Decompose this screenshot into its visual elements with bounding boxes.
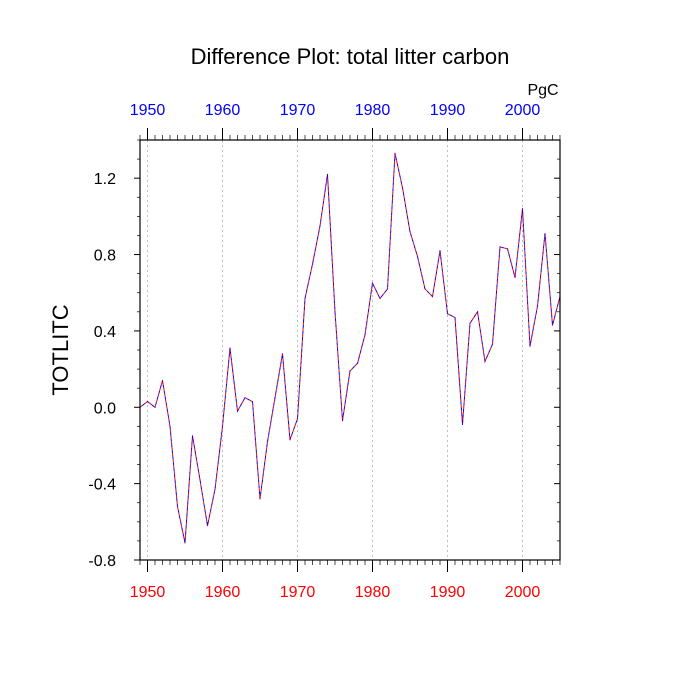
data-point	[454, 316, 456, 319]
data-point	[521, 208, 524, 210]
data-point	[484, 360, 486, 363]
data-point	[154, 406, 156, 408]
x-tick-label-bottom: 2000	[505, 584, 541, 601]
data-point	[251, 400, 254, 403]
x-tick-label-top: 1970	[280, 102, 316, 119]
data-point	[364, 334, 366, 336]
data-point	[266, 441, 269, 443]
y-tick-label: -0.8	[88, 553, 116, 570]
data-point	[304, 297, 306, 300]
y-tick-label: 0.0	[94, 400, 116, 417]
x-tick-label-top: 1950	[130, 102, 166, 119]
data-point	[529, 345, 531, 347]
data-point	[371, 282, 374, 284]
y-tick-label: 1.2	[94, 171, 116, 188]
data-point	[326, 173, 329, 175]
y-tick-label: 0.8	[94, 248, 116, 265]
data-point	[161, 379, 164, 382]
x-tick-label-bottom: 1960	[205, 584, 241, 601]
data-point	[439, 250, 441, 252]
data-point	[424, 288, 426, 290]
x-tick-label-top: 1960	[205, 102, 241, 119]
data-point	[544, 232, 546, 235]
data-point	[311, 263, 314, 265]
data-point	[394, 152, 396, 154]
data-point	[386, 288, 389, 290]
data-point	[259, 498, 261, 500]
plot-frame	[139, 139, 561, 561]
x-tick-label-bottom: 1980	[355, 584, 391, 601]
data-point	[229, 347, 231, 349]
data-point	[191, 435, 194, 437]
tick-labels: 1950 1950 1960 1960 1970 1970 1980 1980 1990 1990…	[88, 102, 540, 601]
data-point	[334, 311, 336, 313]
data-point	[461, 423, 464, 426]
data-point	[551, 324, 554, 326]
data-point	[491, 343, 494, 345]
data-point	[184, 542, 186, 544]
x-tick-label-top: 1980	[355, 102, 391, 119]
data-point	[431, 295, 434, 298]
data-point	[176, 505, 179, 508]
data-point	[506, 248, 509, 250]
data-point	[221, 425, 224, 427]
chart-title: Difference Plot: total litter carbon	[191, 44, 510, 69]
data-point	[274, 397, 276, 399]
data-point	[214, 488, 216, 490]
grid-lines	[147, 140, 523, 560]
data-point	[469, 322, 471, 324]
units-label: PgC	[527, 82, 558, 99]
data-point	[236, 410, 239, 412]
x-tick-label-bottom: 1990	[430, 584, 466, 601]
x-tick-label-top: 2000	[505, 102, 541, 119]
data-point	[289, 439, 291, 441]
data-point	[409, 231, 411, 233]
data-point	[499, 246, 501, 248]
series-line-difference-a	[139, 153, 561, 543]
y-tick-label: 0.4	[94, 324, 116, 341]
data-point	[146, 400, 149, 403]
data-point	[401, 187, 404, 189]
data-point	[476, 311, 479, 313]
data-point	[536, 305, 539, 307]
x-tick-label-bottom: 1970	[280, 584, 316, 601]
series-line-difference-b	[139, 153, 561, 543]
x-tick-label-top: 1990	[430, 102, 466, 119]
data-point	[244, 397, 246, 399]
y-axis-label: TOTLITC	[48, 304, 73, 395]
data-point	[319, 225, 321, 227]
data-point	[446, 313, 449, 315]
data-point	[169, 425, 171, 427]
axis-ticks	[134, 128, 561, 572]
data-point	[199, 479, 201, 481]
data-point	[379, 297, 381, 300]
data-point	[281, 353, 284, 355]
data-point	[514, 276, 516, 279]
data-point	[416, 255, 419, 258]
data-point	[206, 525, 209, 527]
data-point	[349, 370, 351, 372]
series-group	[139, 152, 561, 544]
x-tick-label-bottom: 1950	[130, 584, 166, 601]
data-point	[356, 362, 359, 364]
data-point	[296, 418, 299, 420]
y-tick-label: -0.4	[88, 477, 116, 494]
data-point	[341, 420, 344, 422]
